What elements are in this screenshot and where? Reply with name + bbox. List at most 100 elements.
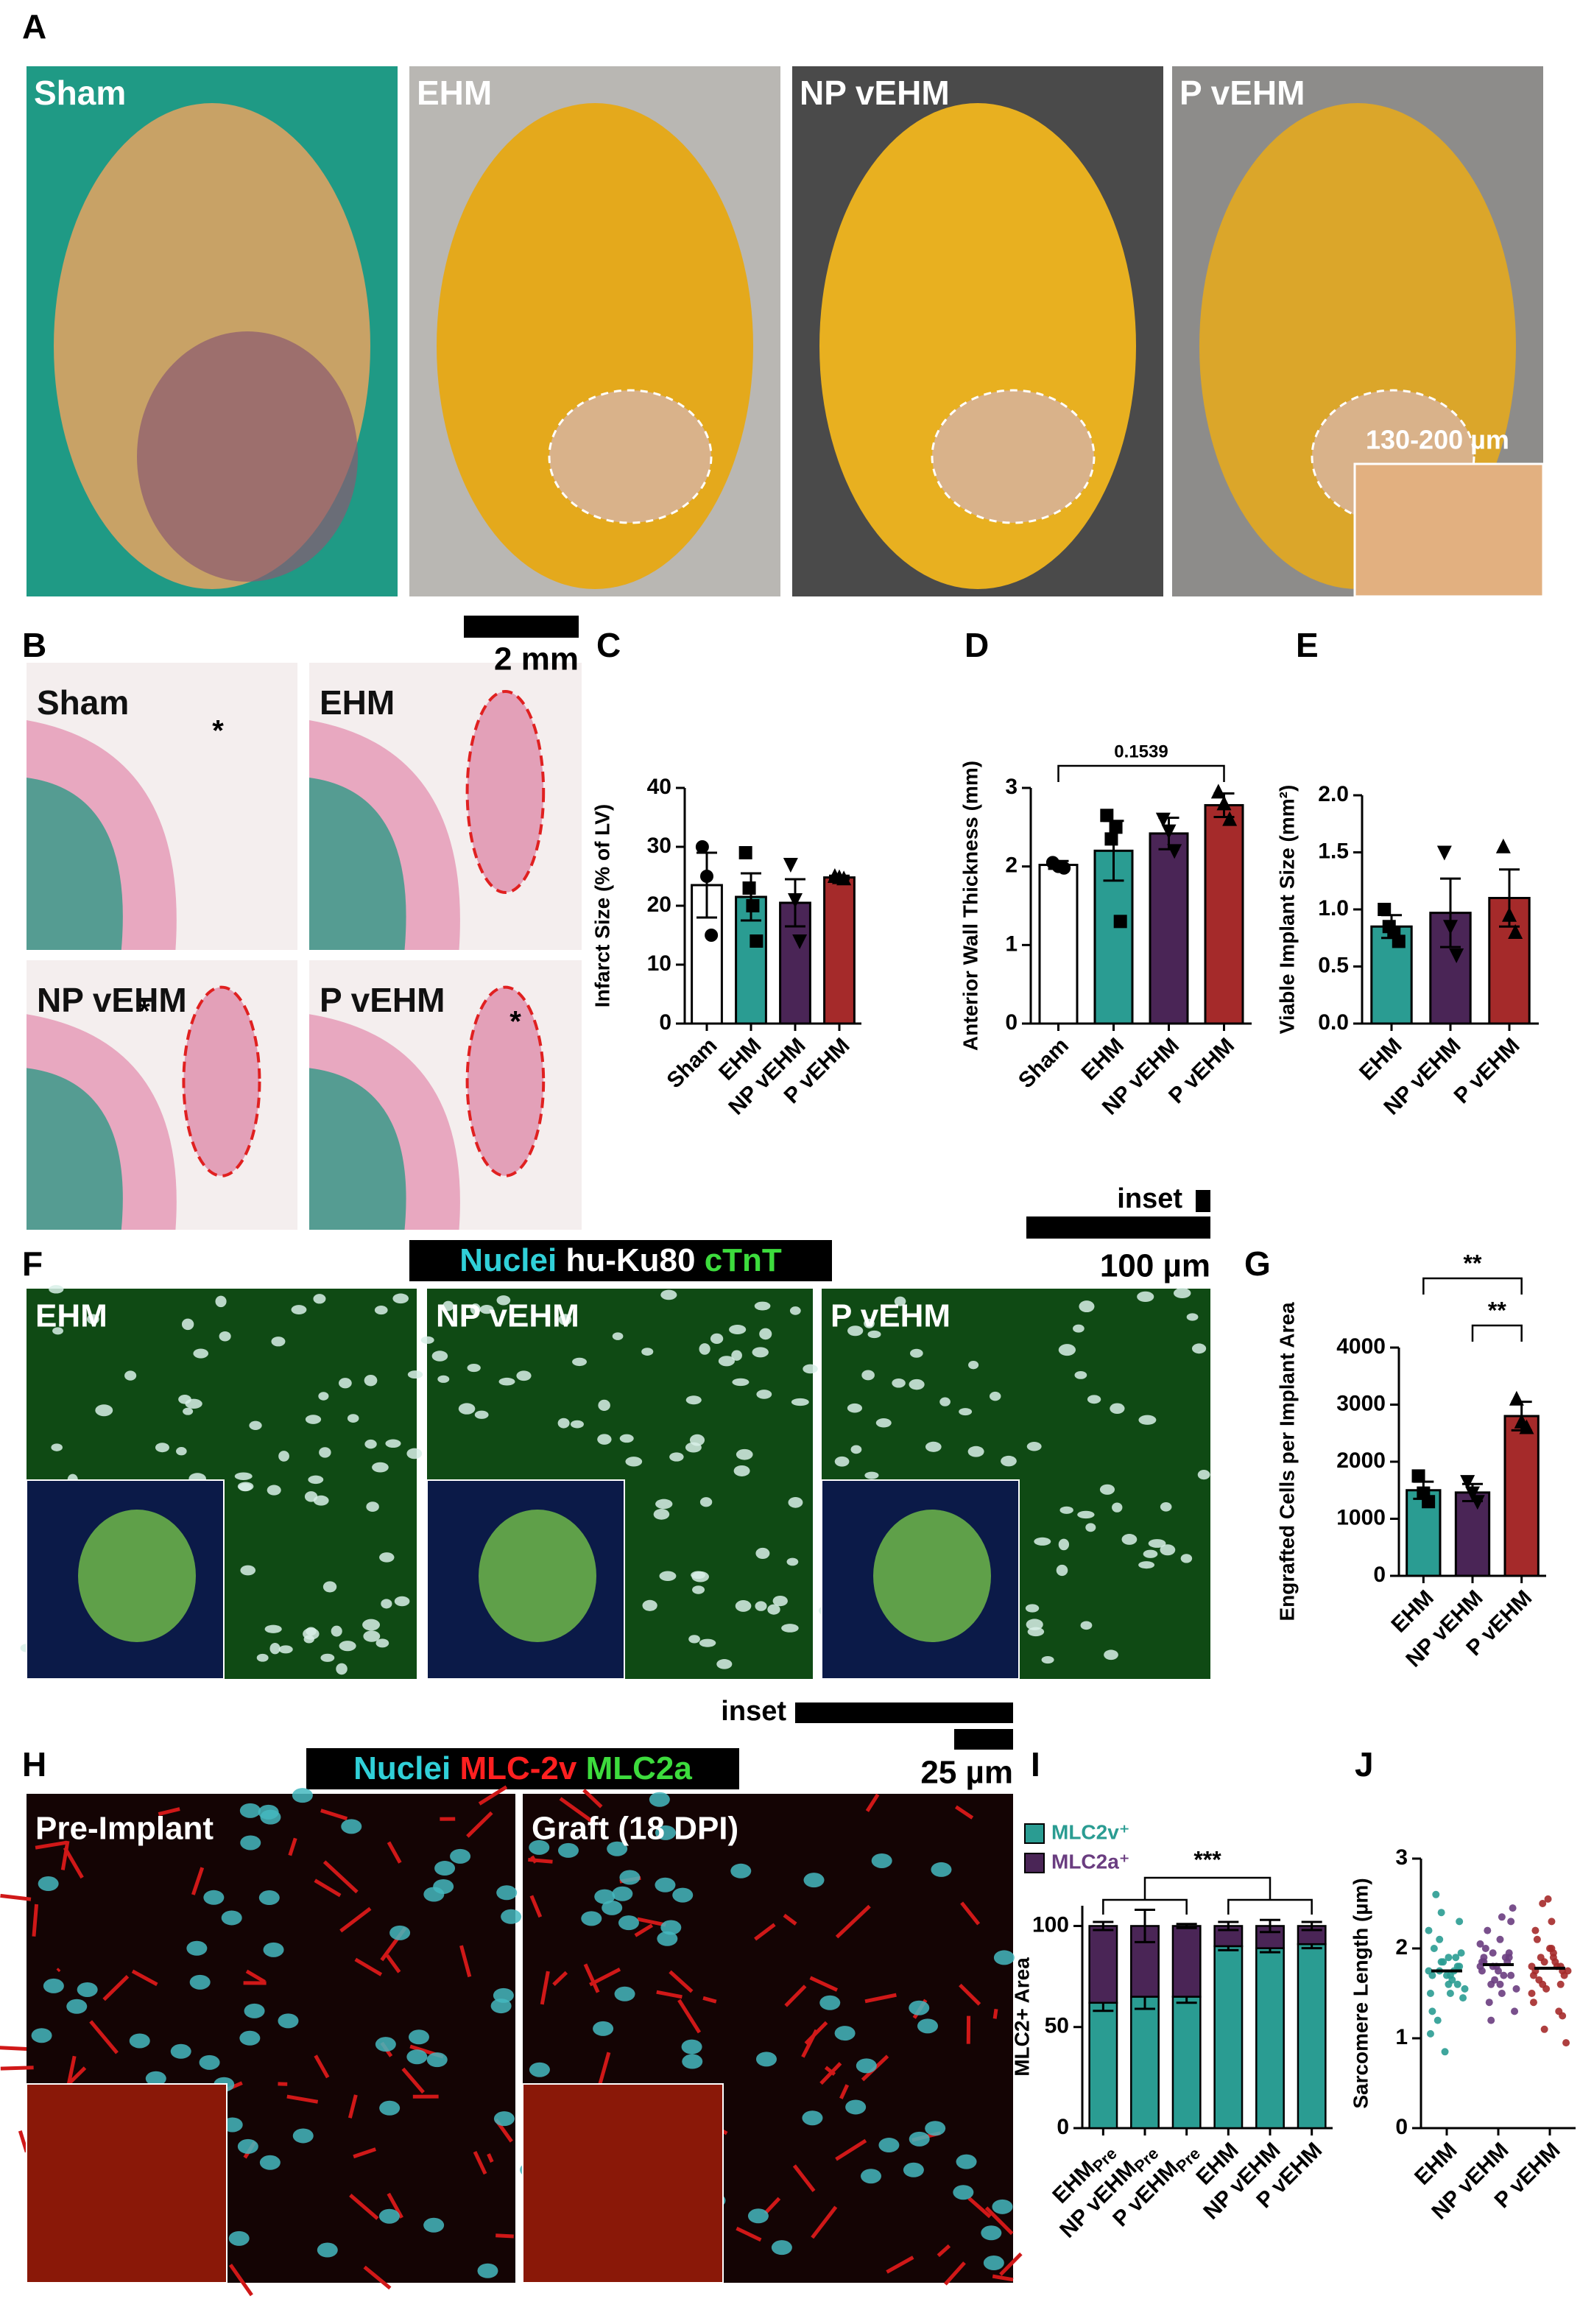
nucleus: [655, 1499, 673, 1510]
data-point: [1505, 1949, 1513, 1957]
fiber: [348, 2094, 358, 2119]
fiber: [967, 2197, 992, 2219]
fiber: [583, 1963, 600, 1993]
y-axis-label: Viable Implant Size (mm²): [1275, 785, 1298, 1035]
y-tick-label: 2000: [1336, 1448, 1386, 1473]
scale-label: 25 µm: [920, 1755, 1013, 1791]
data-point: [1528, 1990, 1536, 1997]
nucleus: [372, 1462, 389, 1473]
data-point: [1495, 1967, 1502, 1975]
nucleus: [894, 1296, 906, 1306]
nucleus: [260, 1809, 281, 1825]
nucleus: [716, 1659, 733, 1669]
fiber: [839, 2084, 850, 2099]
nucleus: [649, 1792, 670, 1807]
x-tick-label: EHM: [1355, 1033, 1406, 1085]
data-point: [1539, 1900, 1547, 1907]
data-point: [1167, 844, 1182, 859]
fiber: [656, 1990, 683, 1999]
nucleus: [237, 2138, 258, 2154]
data-point: [1480, 1954, 1488, 1962]
x-tick-label: EHM: [1077, 1033, 1129, 1085]
data-point: [1426, 2029, 1434, 2038]
nucleus: [655, 1825, 676, 1840]
nucleus: [1137, 1291, 1154, 1303]
data-point: [1437, 1909, 1445, 1917]
nucleus: [498, 1377, 515, 1386]
inset-label: 130-200 µm: [1366, 425, 1509, 455]
nucleus: [771, 2240, 792, 2256]
photo-inset: [1353, 462, 1545, 598]
nucleus: [981, 2225, 1002, 2241]
photo-caption: P vEHM: [1179, 74, 1305, 112]
y-tick-label: 100: [1032, 1912, 1069, 1937]
nucleus: [1099, 1484, 1115, 1495]
nucleus: [1173, 1288, 1191, 1299]
data-point: [1519, 1419, 1534, 1434]
nucleus: [313, 1495, 329, 1506]
scale-label: 2 mm: [494, 641, 579, 677]
nucleus: [1160, 1544, 1176, 1556]
y-tick-label: 40: [647, 775, 671, 799]
scale-inset-label: inset: [1117, 1183, 1182, 1214]
fiber: [783, 1913, 797, 1926]
bar-segment: [1130, 1996, 1160, 2130]
nucleus: [406, 2049, 428, 2065]
y-axis-label: Sarcomere Length (µm): [1349, 1878, 1372, 2108]
nucleus: [374, 1306, 388, 1315]
fiber: [322, 1860, 359, 1894]
significance-bracket: [1057, 764, 1225, 782]
nucleus: [619, 1434, 634, 1443]
data-point: [1425, 1926, 1433, 1934]
nucleus: [341, 1819, 362, 1834]
implant-outline: [465, 985, 546, 1177]
fiber: [944, 2261, 966, 2286]
nucleus: [699, 1497, 713, 1507]
y-tick-label: 1.0: [1318, 896, 1349, 920]
nucleus: [269, 1643, 281, 1655]
significance-label: ***: [1193, 1846, 1221, 1873]
data-point: [1562, 2039, 1570, 2047]
fiber: [35, 1840, 67, 1850]
data-point: [1426, 1990, 1434, 1997]
nucleus: [1138, 1415, 1157, 1425]
nucleus: [834, 1456, 850, 1467]
data-point: [1540, 2025, 1548, 2033]
nucleus: [1073, 1324, 1085, 1333]
nucleus: [618, 1915, 639, 1931]
implant-outline: [465, 690, 546, 894]
data-point: [746, 899, 760, 912]
bar: [1149, 832, 1189, 1025]
nucleus: [660, 1289, 677, 1300]
nucleus: [767, 1604, 780, 1615]
nucleus: [1080, 1621, 1093, 1630]
data-point: [1428, 1971, 1436, 1979]
nucleus: [385, 1439, 401, 1448]
data-point: [783, 858, 798, 873]
nucleus: [1077, 1510, 1095, 1519]
tissue: [27, 778, 123, 950]
nucleus: [239, 1803, 261, 1818]
nucleus: [239, 2030, 261, 2046]
nucleus: [939, 1397, 951, 1406]
nucleus: [614, 1986, 635, 2001]
nucleus: [1059, 1506, 1073, 1514]
legend-swatch: [1024, 1823, 1045, 1844]
nucleus: [215, 1295, 227, 1308]
nucleus: [557, 1418, 570, 1429]
category-name: Sham: [662, 1033, 722, 1093]
data-point: [1109, 820, 1123, 834]
x-tick-label: Sham: [662, 1033, 722, 1093]
scale-label: 100 µm: [1100, 1248, 1210, 1284]
nucleus: [379, 2100, 401, 2116]
micrograph-inset: [26, 2083, 228, 2283]
nucleus: [732, 1378, 750, 1387]
y-tick-label: 3: [1005, 775, 1018, 799]
nucleus: [925, 2121, 946, 2136]
nucleus: [956, 2154, 977, 2169]
data-point: [1113, 915, 1127, 929]
nucleus: [183, 1407, 194, 1415]
data-point: [1432, 1890, 1440, 1898]
nucleus: [181, 1318, 194, 1331]
nucleus: [864, 1471, 879, 1479]
